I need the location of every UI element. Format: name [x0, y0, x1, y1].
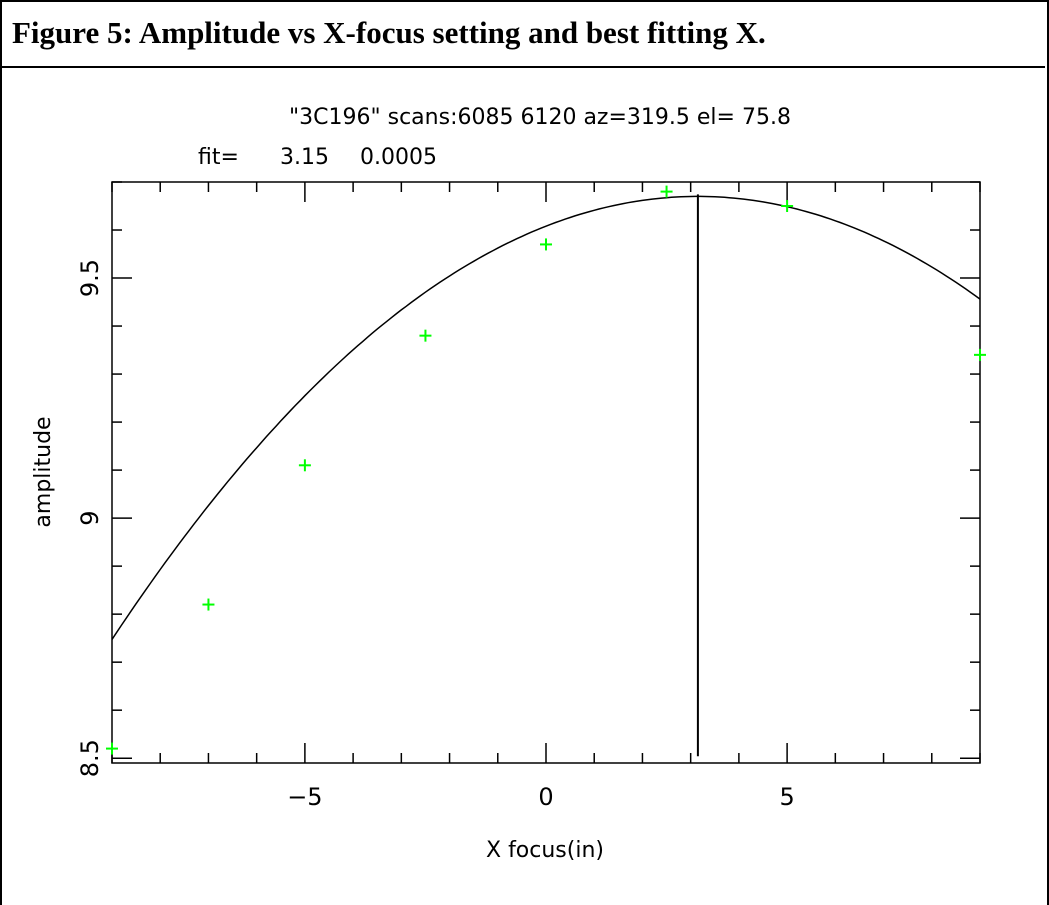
fit-label: fit= [198, 145, 239, 170]
x-axis-label: X focus(in) [486, 838, 604, 863]
chart-title: "3C196" scans:6085 6120 az=319.5 el= 75.… [289, 105, 791, 130]
x-tick-label: 0 [538, 783, 553, 811]
x-tick-label: 5 [779, 783, 794, 811]
y-tick-label: 8.5 [76, 739, 104, 777]
data-point [419, 329, 432, 342]
x-tick-label: −5 [287, 783, 322, 811]
fit-value-2: 0.0005 [360, 145, 437, 170]
data-point [974, 348, 986, 361]
data-point [540, 238, 552, 251]
data-point [202, 598, 215, 611]
data-point [106, 742, 118, 755]
fit-curve [111, 195, 981, 640]
plot-area [111, 181, 981, 764]
data-point [298, 459, 311, 472]
fit-value-1: 3.15 [280, 145, 329, 170]
y-tick-label: 9.5 [76, 259, 104, 297]
data-point [660, 185, 673, 198]
data-point [781, 200, 794, 213]
y-tick-label: 9 [76, 510, 104, 525]
figure-caption: Figure 5: Amplitude vs X-focus setting a… [0, 0, 1045, 68]
y-axis-label: amplitude [31, 416, 56, 527]
